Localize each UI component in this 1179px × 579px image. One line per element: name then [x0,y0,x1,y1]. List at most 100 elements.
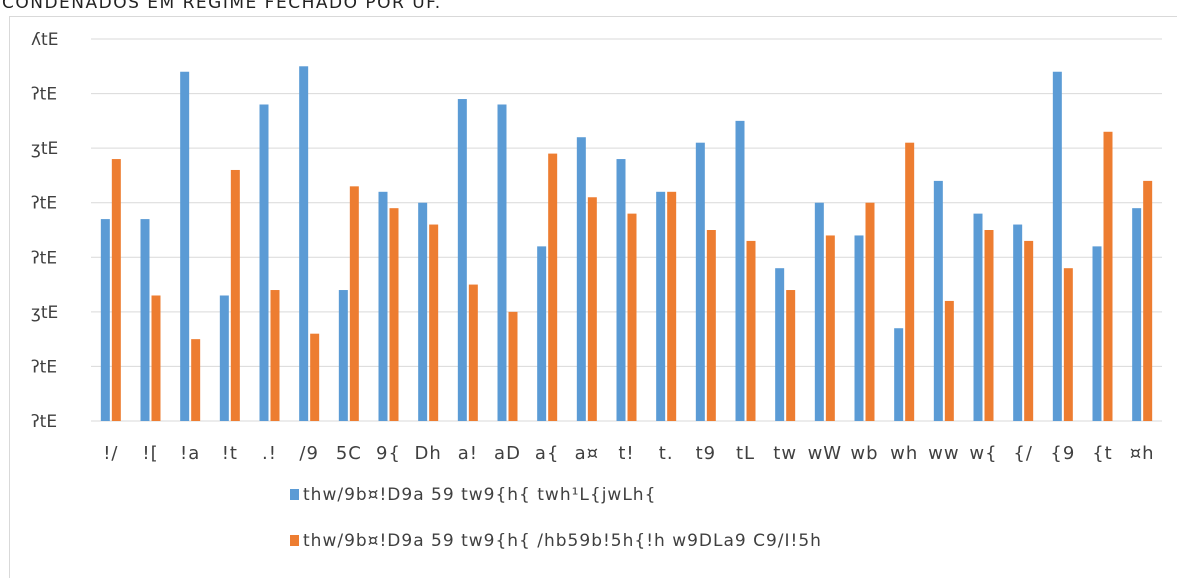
bar-series-2 [944,300,954,421]
x-category-label: aD [494,443,521,464]
bar-series-1 [1013,224,1023,421]
bar-series-1 [418,202,428,421]
bar-series-1 [259,104,269,422]
bar-series-1 [735,120,745,422]
bar-series-2 [1103,131,1113,421]
bar-series-2 [349,186,359,421]
x-category-label: ![ [142,443,158,464]
bar-series-2 [627,213,637,421]
bar-series-1 [219,295,229,421]
bar-series-1 [338,290,348,421]
bar-series-1 [814,202,824,421]
x-category-label: t. [659,443,674,464]
bar-series-1 [775,268,785,421]
bar-series-2 [508,311,518,421]
page-title: CONDENADOS EM REGIME FECHADO POR UF. [2,0,442,13]
x-category-label: {t [1092,443,1113,464]
bar-series-2 [191,339,201,421]
x-category-label: {9 [1050,443,1075,464]
x-category-label: wb [850,443,878,464]
bar-series-1 [854,235,864,421]
bar-series-1 [1092,246,1102,421]
legend-label: thw/9b¤!D9a 59 tw9{h{ /hb59b!5h{!h w9DLa… [303,531,822,551]
bar-series-1 [1132,208,1142,421]
legend-swatch [290,535,299,546]
bar-series-1 [973,213,983,421]
bar-series-2 [984,230,994,421]
bar-series-2 [1024,240,1034,421]
bar-chart: ʔtE ʔtE ʒtE ʔtE ʔtE ʒtE ʔtE ʎtE !/ ![!a !t.! /9 5C 9… [31,30,1162,551]
chart-frame: ʔtE ʔtE ʒtE ʔtE ʔtE ʒtE ʔtE ʎtE !/ ![!a !t.! /9 5C 9… [9,16,1177,578]
y-tick-label: ʒtE [31,139,58,159]
x-category-label: ww [928,443,959,464]
y-tick-label: ʔtE [31,412,57,432]
bar-series-2 [548,153,558,421]
bar-series-2 [587,197,597,421]
x-category-label: .! [262,443,277,464]
x-category-label: a! [458,443,478,464]
bar-series-2 [706,230,716,421]
x-category-label: w{ [969,443,997,464]
x-category-label: t! [618,443,634,464]
bar-series-1 [695,142,705,421]
x-axis-category-labels: !/ ![!a !t.! /9 5C 9{Dh a! aD a{a¤ t! t. t9 tL tw wW wb… [103,443,1155,464]
bar-series-2 [667,191,677,421]
bar-series-2 [310,333,320,421]
x-category-label: 9{ [376,443,401,464]
bar-series-1 [378,191,388,421]
bar-series-2 [270,290,280,421]
bar-series-1 [1052,71,1062,422]
bar-series-2 [230,169,240,421]
bar-series-1 [656,191,666,421]
bar-series-1 [497,104,507,422]
bar-series-1 [933,180,943,421]
bar-series-1 [299,66,309,421]
x-category-label: !/ [103,443,118,464]
bar-series-1 [894,328,904,421]
y-tick-label: ʔtE [31,357,57,377]
bar-series-2 [468,284,478,421]
bars [100,66,1153,422]
x-category-label: ¤h [1130,443,1155,464]
bar-series-1 [100,219,110,421]
bar-series-2 [111,159,121,421]
y-tick-label: ʎtE [31,30,58,50]
x-category-label: a¤ [575,443,599,464]
bar-series-1 [457,99,467,421]
bar-series-1 [140,219,150,421]
bar-series-2 [1063,268,1073,421]
bar-series-2 [865,202,875,421]
y-axis-tick-labels: ʔtE ʔtE ʒtE ʔtE ʔtE ʒtE ʔtE ʎtE [31,30,58,432]
x-category-label: wW [808,443,843,464]
bar-series-2 [1143,180,1153,421]
x-category-label: t9 [696,443,717,464]
legend-label: thw/9b¤!D9a 59 tw9{h{ twh¹L{jwLh{ [303,485,656,505]
bar-series-1 [180,71,190,422]
x-category-label: Dh [415,443,442,464]
x-category-label: !t [222,443,238,464]
x-category-label: tw [773,443,797,464]
x-category-label: wh [890,443,918,464]
bar-series-2 [389,208,399,421]
bar-series-2 [746,240,756,421]
x-category-label: {/ [1013,443,1033,464]
bar-series-1 [616,159,626,421]
x-category-label: /9 [299,443,319,464]
legend: thw/9b¤!D9a 59 tw9{h{ twh¹L{jwLh{ thw/9b¤… [290,485,822,551]
y-tick-label: ʔtE [31,85,57,105]
bar-series-1 [576,137,586,421]
bar-series-2 [151,295,161,421]
bar-series-2 [905,142,915,421]
x-category-label: tL [736,443,755,464]
legend-swatch [290,489,299,500]
x-category-label: !a [180,443,200,464]
y-tick-label: ʔtE [31,248,57,268]
y-tick-label: ʔtE [31,194,57,214]
gridlines [91,38,1162,422]
bar-series-2 [786,290,796,421]
bar-series-1 [537,246,547,421]
bar-series-2 [825,235,835,421]
bar-series-2 [429,224,439,421]
x-category-label: a{ [535,443,559,464]
y-tick-label: ʒtE [31,303,58,323]
